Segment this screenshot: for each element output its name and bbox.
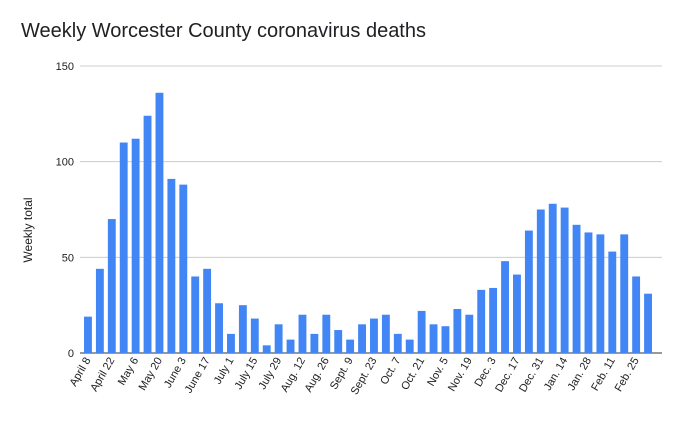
x-tick-label: July 1	[212, 356, 237, 387]
bar	[274, 324, 283, 353]
bar	[393, 333, 402, 353]
bar	[489, 287, 498, 353]
y-axis-label: Weekly total	[21, 197, 35, 262]
bar	[191, 276, 200, 353]
bar	[298, 314, 307, 353]
bar	[429, 324, 438, 353]
x-tick-label: May 6	[116, 356, 141, 388]
bar	[381, 314, 390, 353]
bar	[536, 209, 545, 353]
bar	[155, 92, 164, 353]
bar	[131, 138, 140, 353]
bar	[513, 274, 521, 353]
bars	[84, 92, 652, 353]
bar	[346, 339, 355, 353]
bar	[334, 330, 343, 353]
x-tick-label: Oct. 21	[399, 356, 427, 393]
bar	[322, 314, 331, 353]
y-tick-label: 50	[62, 252, 74, 264]
bar	[501, 261, 509, 353]
x-tick-label: May 20	[137, 356, 165, 393]
y-axis-ticks: 0 50 100 150	[56, 61, 74, 360]
bar	[143, 115, 152, 353]
bar	[358, 324, 366, 353]
bar	[84, 316, 92, 353]
bar	[370, 318, 378, 353]
bar	[95, 268, 104, 353]
bar	[179, 184, 188, 353]
bar	[262, 345, 271, 353]
bar	[477, 289, 486, 353]
bar	[250, 318, 259, 353]
x-tick-label: Nov. 5	[425, 356, 451, 389]
bar	[119, 142, 128, 353]
bar	[608, 251, 617, 353]
bar	[644, 293, 652, 353]
bar	[203, 268, 212, 353]
bar	[632, 276, 641, 353]
chart-title: Weekly Worcester County coronavirus deat…	[21, 20, 426, 42]
x-tick-label: Oct. 7	[378, 356, 403, 387]
bar	[405, 339, 414, 353]
bar	[548, 203, 557, 353]
y-tick-label: 0	[68, 348, 74, 360]
bar	[453, 308, 462, 353]
bar	[215, 303, 223, 353]
bar	[465, 314, 474, 353]
bar	[560, 207, 569, 353]
bar	[620, 234, 629, 353]
bar	[227, 333, 235, 353]
bar	[524, 230, 533, 353]
bar	[441, 326, 450, 353]
bar	[107, 219, 116, 353]
bar	[286, 339, 295, 353]
bar	[167, 178, 176, 353]
bar	[417, 310, 426, 353]
bar	[596, 234, 605, 353]
bar	[572, 224, 581, 353]
y-tick-label: 150	[56, 61, 74, 73]
bar	[310, 333, 319, 353]
bar	[238, 305, 247, 353]
bar	[584, 232, 593, 353]
y-tick-label: 100	[56, 157, 74, 169]
